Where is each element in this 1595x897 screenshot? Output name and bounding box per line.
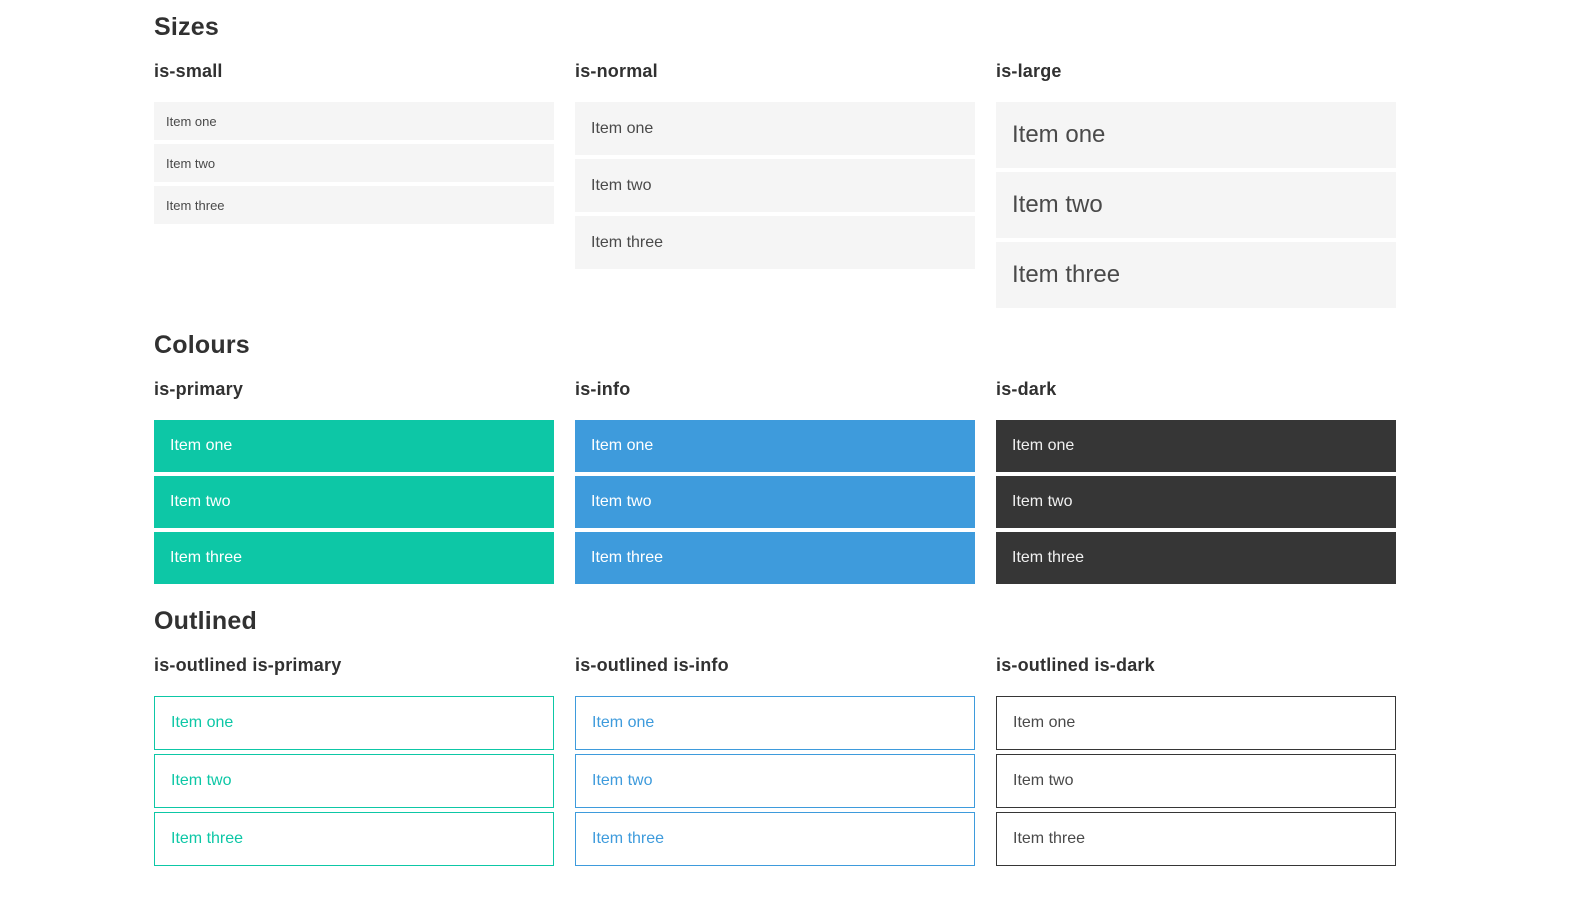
list-item: Item two — [575, 476, 975, 528]
list-is-outlined-is-primary: Item one Item two Item three — [154, 696, 554, 866]
group-is-outlined-is-primary: is-outlined is-primary Item one Item two… — [154, 654, 554, 870]
page-content: Sizes is-small Item one Item two Item th… — [154, 12, 1420, 870]
list-item: Item two — [154, 476, 554, 528]
section-sizes: Sizes is-small Item one Item two Item th… — [154, 12, 1420, 312]
list-item: Item two — [996, 172, 1396, 238]
list-item: Item two — [154, 144, 554, 182]
list-item: Item three — [996, 532, 1396, 584]
list-item: Item two — [575, 159, 975, 212]
list-item: Item one — [575, 696, 975, 750]
list-is-outlined-is-info: Item one Item two Item three — [575, 696, 975, 866]
list-item: Item one — [154, 696, 554, 750]
list-is-normal: Item one Item two Item three — [575, 102, 975, 269]
group-is-primary: is-primary Item one Item two Item three — [154, 378, 554, 588]
list-is-dark: Item one Item two Item three — [996, 420, 1396, 584]
list-item: Item one — [575, 102, 975, 155]
list-item: Item three — [575, 532, 975, 584]
group-is-large: is-large Item one Item two Item three — [996, 60, 1396, 312]
group-is-normal: is-normal Item one Item two Item three — [575, 60, 975, 273]
section-title-sizes: Sizes — [154, 13, 219, 41]
list-item: Item three — [996, 812, 1396, 866]
list-is-outlined-is-dark: Item one Item two Item three — [996, 696, 1396, 866]
list-is-info: Item one Item two Item three — [575, 420, 975, 584]
group-label-is-large: is-large — [996, 61, 1062, 81]
list-item: Item two — [996, 476, 1396, 528]
list-item: Item one — [996, 696, 1396, 750]
group-label-is-outlined-is-dark: is-outlined is-dark — [996, 655, 1155, 675]
outlined-columns: is-outlined is-primary Item one Item two… — [154, 654, 1420, 870]
group-label-is-outlined-is-primary: is-outlined is-primary — [154, 655, 342, 675]
colours-columns: is-primary Item one Item two Item three … — [154, 378, 1420, 588]
list-item: Item one — [575, 420, 975, 472]
list-item: Item three — [575, 812, 975, 866]
list-item: Item one — [154, 420, 554, 472]
list-item: Item three — [154, 186, 554, 224]
list-item: Item three — [154, 532, 554, 584]
list-item: Item two — [154, 754, 554, 808]
group-is-small: is-small Item one Item two Item three — [154, 60, 554, 228]
sizes-columns: is-small Item one Item two Item three is… — [154, 60, 1420, 312]
section-outlined: Outlined is-outlined is-primary Item one… — [154, 606, 1420, 870]
group-label-is-outlined-is-info: is-outlined is-info — [575, 655, 729, 675]
list-item: Item three — [154, 812, 554, 866]
section-title-colours: Colours — [154, 331, 250, 359]
list-is-large: Item one Item two Item three — [996, 102, 1396, 308]
section-title-outlined: Outlined — [154, 607, 257, 635]
list-is-small: Item one Item two Item three — [154, 102, 554, 224]
group-label-is-info: is-info — [575, 379, 631, 399]
group-label-is-normal: is-normal — [575, 61, 658, 81]
list-item: Item three — [575, 216, 975, 269]
list-item: Item one — [996, 420, 1396, 472]
list-item: Item two — [996, 754, 1396, 808]
list-item: Item three — [996, 242, 1396, 308]
group-label-is-primary: is-primary — [154, 379, 244, 399]
group-label-is-dark: is-dark — [996, 379, 1057, 399]
group-is-outlined-is-info: is-outlined is-info Item one Item two It… — [575, 654, 975, 870]
group-is-info: is-info Item one Item two Item three — [575, 378, 975, 588]
group-label-is-small: is-small — [154, 61, 223, 81]
group-is-dark: is-dark Item one Item two Item three — [996, 378, 1396, 588]
list-item: Item two — [575, 754, 975, 808]
list-is-primary: Item one Item two Item three — [154, 420, 554, 584]
list-item: Item one — [996, 102, 1396, 168]
group-is-outlined-is-dark: is-outlined is-dark Item one Item two It… — [996, 654, 1396, 870]
list-item: Item one — [154, 102, 554, 140]
section-colours: Colours is-primary Item one Item two Ite… — [154, 330, 1420, 588]
